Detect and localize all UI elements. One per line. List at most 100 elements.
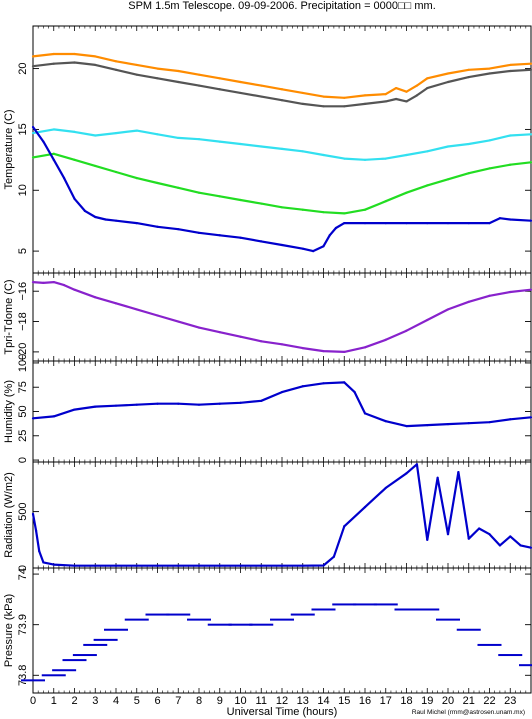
- series-point-orange: [363, 94, 367, 97]
- pressure-point: [83, 643, 108, 646]
- series-point-gray: [363, 102, 367, 105]
- series-point-blue: [363, 506, 367, 509]
- pressure-point: [21, 679, 45, 682]
- series-point-blue: [94, 405, 97, 408]
- series-point-cyan: [467, 142, 470, 146]
- series-point-blue: [312, 249, 315, 253]
- series-point-orange: [488, 67, 491, 70]
- series-point-orange: [426, 77, 429, 80]
- series-point-blue: [177, 402, 180, 405]
- series-point-purple: [509, 290, 512, 294]
- x-tick-label: 6: [154, 695, 160, 707]
- series-point-blue: [353, 390, 356, 394]
- series-point-purple: [177, 320, 180, 323]
- series-point-purple: [446, 308, 450, 311]
- series-point-orange: [114, 60, 118, 63]
- series-point-purple: [94, 296, 97, 299]
- pressure-point: [124, 618, 149, 621]
- series-point-gray: [31, 65, 35, 68]
- series-point-orange: [218, 77, 221, 80]
- series-point-blue: [509, 418, 512, 421]
- series-line-blue: [31, 463, 532, 567]
- series-line-blue: [32, 381, 532, 428]
- x-tick-label: 14: [317, 695, 329, 707]
- series-point-purple: [384, 338, 387, 341]
- series-point-green: [156, 181, 159, 185]
- series-point-blue: [218, 564, 221, 567]
- series-point-cyan: [197, 138, 201, 141]
- pressure-point: [519, 664, 532, 667]
- series-point-green: [52, 152, 55, 155]
- series-point-green: [135, 176, 138, 180]
- series-point-orange: [280, 88, 284, 91]
- panel-frame: [32, 272, 532, 362]
- series-point-blue: [94, 564, 97, 567]
- series-point-blue: [529, 546, 532, 549]
- y-tick-label: 0: [17, 457, 29, 463]
- series-point-blue: [457, 471, 460, 474]
- series-point-purple: [301, 347, 304, 350]
- series-point-gray: [260, 95, 263, 98]
- x-tick-label: 15: [338, 695, 350, 707]
- pressure-point: [41, 674, 66, 677]
- series-point-blue: [260, 399, 263, 402]
- series-point-blue: [415, 463, 418, 466]
- series-point-gray: [415, 94, 418, 97]
- series-point-orange: [322, 95, 325, 98]
- series-point-gray: [156, 77, 159, 80]
- series-point-blue: [52, 563, 55, 566]
- series-point-gray: [177, 80, 180, 84]
- series-point-green: [322, 211, 325, 214]
- x-tick-label: 2: [71, 695, 77, 707]
- series-point-orange: [31, 55, 35, 58]
- series-point-gray: [509, 69, 512, 73]
- series-point-blue: [104, 218, 107, 221]
- series-point-cyan: [343, 157, 346, 160]
- series-point-cyan: [405, 153, 408, 157]
- series-point-blue: [467, 537, 470, 540]
- series-point-green: [509, 163, 512, 166]
- series-point-purple: [52, 281, 55, 284]
- series-point-green: [31, 156, 35, 159]
- series-point-gray: [395, 97, 398, 101]
- series-point-blue: [488, 533, 491, 536]
- series-point-orange: [239, 80, 242, 84]
- series-point-blue: [31, 512, 35, 515]
- series-point-cyan: [31, 131, 35, 135]
- pressure-point: [456, 628, 481, 631]
- series-point-blue: [114, 404, 118, 407]
- series-point-blue: [260, 564, 263, 567]
- series-point-blue: [488, 421, 491, 424]
- series-point-blue: [135, 403, 138, 406]
- series-point-blue: [384, 486, 387, 490]
- series-point-cyan: [280, 147, 284, 150]
- series-point-blue: [42, 561, 45, 564]
- series-point-blue: [280, 564, 284, 567]
- series-point-green: [114, 170, 118, 174]
- series-point-gray: [94, 63, 97, 67]
- series-point-gray: [197, 84, 201, 87]
- x-tick-label: 5: [134, 695, 140, 707]
- series-point-blue: [498, 217, 501, 220]
- series-point-blue: [301, 247, 304, 250]
- series-point-blue: [322, 564, 325, 567]
- pressure-point: [270, 618, 294, 621]
- series-point-orange: [384, 93, 387, 96]
- series-point-cyan: [52, 128, 55, 131]
- series-point-orange: [177, 69, 180, 73]
- series-point-gray: [135, 73, 138, 76]
- y-tick-label: 100: [17, 354, 29, 372]
- series-point-blue: [260, 240, 263, 243]
- series-point-blue: [38, 549, 41, 553]
- series-point-blue: [239, 564, 242, 567]
- series-point-cyan: [260, 145, 263, 148]
- series-point-purple: [42, 281, 45, 284]
- y-axis-label: Radiation (W/m2): [3, 472, 15, 558]
- series-point-blue: [509, 535, 512, 538]
- series-point-blue: [197, 564, 201, 567]
- pressure-point: [311, 608, 336, 611]
- series-point-orange: [529, 62, 532, 65]
